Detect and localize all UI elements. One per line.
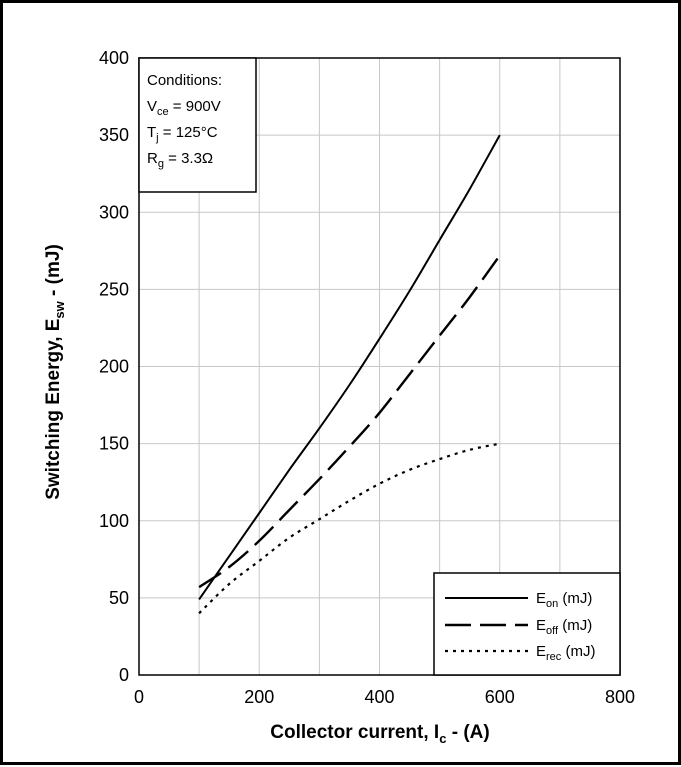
condition-tj: Tj = 125°C — [147, 124, 218, 144]
y-tick-label: 50 — [109, 588, 129, 608]
y-tick-label: 100 — [99, 511, 129, 531]
y-tick-label: 400 — [99, 48, 129, 68]
plot-area-border — [138, 57, 621, 676]
x-axis-title: Collector current, Ic - (A) — [270, 722, 489, 746]
conditions-heading: Conditions: — [147, 72, 222, 89]
series-line-eoff — [198, 254, 501, 589]
x-tick-label: 0 — [134, 687, 144, 707]
tick-labels: 0 50 100 150 200 250 300 350 400 0 200 400 600 800 — [99, 48, 635, 707]
series-line-erec — [198, 442, 501, 615]
series-lines — [198, 134, 501, 615]
condition-rg: Rg = 3.3Ω — [147, 150, 213, 170]
x-tick-label: 200 — [244, 687, 274, 707]
legend: Eon (mJ) Eoff (mJ) Erec (mJ) — [433, 572, 621, 676]
y-tick-label: 0 — [119, 665, 129, 685]
x-tick-label: 800 — [605, 687, 635, 707]
series-line-eon — [198, 134, 501, 600]
condition-vce: Vce = 900V — [147, 98, 221, 118]
y-tick-label: 150 — [99, 434, 129, 454]
y-axis-title: Switching Energy, Esw - (mJ) — [43, 244, 67, 500]
x-tick-label: 400 — [364, 687, 394, 707]
switching-energy-chart: 0 50 100 150 200 250 300 350 400 0 200 400 600 800 Sw… — [43, 48, 635, 746]
y-tick-label: 350 — [99, 125, 129, 145]
legend-label-eon: Eon (mJ) — [536, 590, 592, 610]
grid-lines — [139, 58, 620, 675]
conditions-box: Conditions: Vce = 900V Tj = 125°C Rg = 3… — [138, 57, 257, 193]
y-tick-label: 250 — [99, 279, 129, 299]
legend-label-erec: Erec (mJ) — [536, 643, 595, 663]
x-tick-label: 600 — [485, 687, 515, 707]
legend-label-eoff: Eoff (mJ) — [536, 617, 592, 637]
y-tick-label: 300 — [99, 202, 129, 222]
y-tick-label: 200 — [99, 357, 129, 377]
